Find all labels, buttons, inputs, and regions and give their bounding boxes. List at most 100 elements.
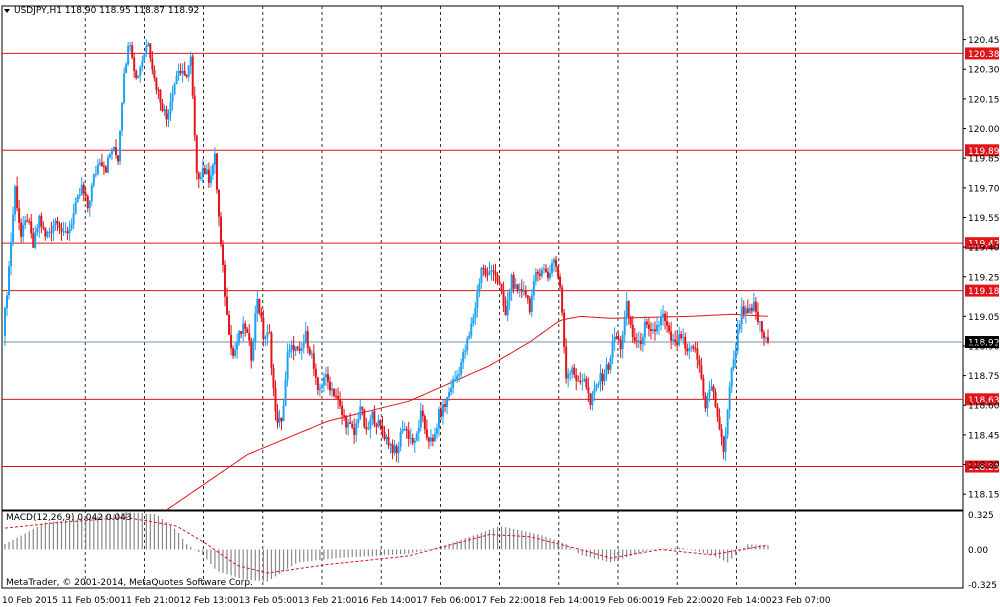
macd-bar [509,528,511,550]
candle-body [617,338,620,341]
macd-bar [202,549,204,555]
candle-body [270,332,273,369]
candle-body [254,313,257,342]
candle-body [585,378,588,388]
macd-bar [694,549,696,551]
macd-bar [24,533,26,550]
candle-body [714,391,717,407]
candle-body [603,374,606,382]
candle-body [211,164,214,176]
y-tick-label: 119.40 [968,244,1000,254]
candle-body [248,332,251,341]
macd-bar [626,549,628,558]
macd-bar [210,549,212,565]
macd-bar [73,519,75,550]
candle-body [32,233,35,248]
macd-bar [496,526,499,550]
macd-bar [444,545,446,550]
dropdown-triangle-icon[interactable] [4,9,10,13]
candle-body [662,313,665,318]
macd-bar [537,534,539,550]
macd-bar [549,538,551,550]
macd-bar [565,544,567,550]
candle-body [504,305,507,316]
candle-body [42,226,45,228]
candle-body [74,201,77,214]
macd-bar [666,548,668,550]
candle-body [696,348,699,360]
candle-body [480,267,483,284]
candle-body [367,428,370,430]
candle-body [110,149,113,155]
candle-body [56,220,59,224]
candle-body [100,162,103,167]
candle-body [361,406,364,410]
candle-body [316,377,319,391]
candle-body [551,263,554,274]
candle-body [391,444,394,453]
y-tick-label: 119.85 [968,155,1000,165]
candle-body [508,292,511,300]
macd-bar [254,549,256,581]
candle-body [635,340,638,342]
candle-body [48,231,51,233]
macd-bar [561,542,563,550]
candle-body [516,284,519,292]
candle-body [742,306,745,315]
candle-body [415,433,418,441]
candle-body [417,427,420,434]
candle-body [119,130,122,162]
candle-body [28,221,31,223]
macd-bar [335,549,337,559]
x-tick-label: 20 Feb 14:00 [712,596,771,606]
candle-body [694,348,697,350]
macd-bar [315,549,317,561]
candle-body [163,109,166,111]
x-tick-label: 13 Feb 21:00 [298,596,357,606]
candle-body [587,387,590,394]
candle-body [452,379,455,388]
macd-bar [339,549,341,558]
candle-body [88,201,91,209]
symbol-header[interactable]: USDJPY,H1 118.90 118.95 118.87 118.92 [4,6,199,16]
candle-body [534,271,537,282]
macd-bar [68,519,71,550]
candle-body [682,336,685,339]
candle-body [30,221,33,234]
macd-bar [408,549,410,554]
candle-body [557,266,560,277]
candle-body [462,351,465,363]
candle-body [542,268,545,270]
macd-bar [363,549,365,557]
macd-bar [630,549,632,556]
macd-bar [173,528,176,550]
candle-body [752,301,755,312]
candle-body [379,420,382,426]
macd-bar [206,549,208,560]
macd-bar [383,549,386,556]
candle-body [655,325,658,332]
macd-bar [395,549,398,555]
candle-body [157,89,160,91]
candle-body [16,186,19,209]
candle-body [217,189,220,217]
macd-bar [218,549,220,572]
candle-body [341,405,344,416]
candle-body [143,54,146,62]
candle-body [555,259,558,267]
candle-body [286,352,289,380]
level-price-label: 119.18 [968,287,1000,297]
candle-body [282,405,285,422]
candle-body [472,317,475,324]
x-tick-label: 19 Feb 06:00 [594,596,653,606]
macd-bar [371,549,373,556]
candle-body [631,324,634,338]
candle-body [343,415,346,417]
macd-bar [593,549,596,559]
candle-body [262,317,265,339]
candle-body [203,168,206,175]
macd-bar [44,522,46,550]
macd-bar [359,549,361,557]
macd-bar [722,549,725,561]
